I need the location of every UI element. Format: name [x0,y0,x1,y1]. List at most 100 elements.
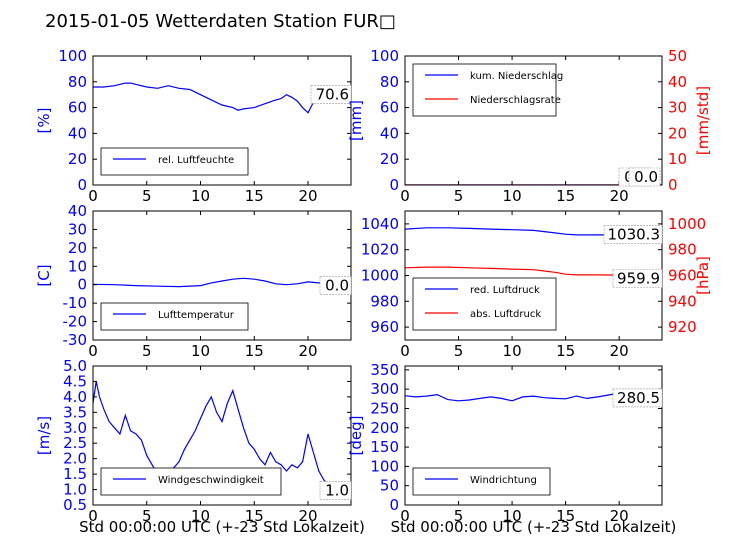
plot-frame [92,365,352,506]
value-readout-secondary: 0.0 [634,168,658,186]
panel-precip: 0 5 10 15 20 0 20 40 60 80 100 0 10 20 30 40 50 [mm] [mm/s… [347,47,712,205]
x-axis-label: Std 00:00:00 UTC (+-23 Std Lokalzeit) [79,518,365,536]
y-tick-label: 200 [370,419,399,437]
y-tick-label: 100 [370,457,399,475]
y-tick-label: 40 [68,124,87,142]
y-tick-label: 100 [58,47,87,65]
legend-box [412,467,551,496]
value-readout-frame [319,276,352,296]
y-tick-label: 4.5 [63,372,87,390]
y-tick-label: 40 [380,124,399,142]
y-right-tick-label: 50 [668,47,687,65]
legend-label: red. Luftdruck [470,285,540,296]
y-tick-label: 50 [380,477,399,495]
y-tick-label: 0 [77,276,87,294]
x-tick-label: 0 [88,187,98,205]
panel-humidity: 0 5 10 15 20 0 20 40 60 80 100 [%] rel. Luftfeuchte 7… [35,47,352,205]
figure-title: 2015-01-05 Wetterdaten Station FUR□ [45,11,396,32]
y-right-tick-label: 40 [668,73,687,91]
x-tick-label: 15 [245,507,264,525]
legend-label: Windgeschwindigkeit [158,475,264,486]
y-tick-label: -30 [63,331,88,349]
y-tick-label: 3.5 [63,403,87,421]
y-tick-label: 0 [77,176,87,194]
value-readout: 280.5 [617,389,660,407]
series-line-temperature-0 [93,277,351,288]
y-tick-label: 0 [389,176,399,194]
y-tick-label: 20 [380,150,399,168]
y-tick-label: 1.5 [63,465,87,483]
plot-frame [92,55,352,186]
x-tick-label: 20 [298,187,317,205]
y-tick-label: 0.5 [63,496,87,514]
y-right-tick-label: 960 [668,267,697,285]
y-tick-label: 60 [68,99,87,117]
plot-frame [92,210,352,341]
y-tick-label: 350 [370,361,399,379]
value-readout-secondary-frame [628,167,661,187]
legend-box [412,63,557,117]
legend-label: rel. Luftfeuchte [158,155,234,166]
x-tick-label: 10 [191,187,210,205]
x-tick-label: 10 [191,342,210,360]
y-right-tick-label: 1000 [668,215,706,233]
y-tick-label: 4.0 [63,388,87,406]
y-tick-label: 30 [68,220,87,238]
y-axis-label: [C] [35,264,53,286]
legend-label: Lufttemperatur [158,310,235,321]
y-tick-label: 80 [380,73,399,91]
y-tick-label: 10 [68,257,87,275]
y-tick-label: 80 [68,73,87,91]
panel-temperature: 0 5 10 15 20-30-20-10010203040[C]Lufttempera… [35,202,352,360]
y-right-axis-label: [hPa] [694,256,712,295]
y-tick-label: 250 [370,399,399,417]
legend-box [100,147,249,176]
x-tick-label: 0 [400,187,410,205]
y-right-tick-label: 920 [668,318,697,336]
y-axis-label: [mm] [347,100,365,141]
x-axis-label: Std 00:00:00 UTC (+-23 Std Lokalzeit) [391,518,677,536]
x-tick-label: 15 [245,342,264,360]
y-right-tick-label: 20 [668,124,687,142]
y-right-tick-label: 0 [668,176,678,194]
y-tick-label: 1000 [361,267,399,285]
value-readout-secondary-frame [612,269,663,288]
y-tick-label: 5.0 [63,357,87,375]
value-readout: 1030.3 [608,225,661,243]
y-right-tick-label: 980 [668,241,697,259]
x-tick-label: 5 [454,342,464,360]
x-tick-label: 5 [142,507,152,525]
x-tick-label: 0 [400,507,410,525]
legend-box [412,277,557,331]
y-right-axis-label: [mm/std] [694,86,712,155]
legend-label: kum. Niederschlag [470,71,563,82]
x-tick-label: 0 [400,342,410,360]
y-right-tick-label: 940 [668,292,697,310]
x-tick-label: 10 [503,342,522,360]
value-readout: 0.0 [325,277,349,295]
y-tick-label: 960 [370,318,399,336]
x-tick-label: 20 [298,342,317,360]
legend-label: abs. Luftdruck [470,309,541,320]
y-tick-label: 40 [68,202,87,220]
legend-box [100,467,282,496]
x-tick-label: 5 [142,342,152,360]
y-tick-label: 1.0 [63,481,87,499]
x-tick-label: 5 [454,507,464,525]
y-right-tick-label: 10 [668,150,687,168]
value-readout-frame [310,85,352,104]
x-tick-label: 5 [142,187,152,205]
y-tick-label: 1040 [361,215,399,233]
x-tick-label: 15 [556,342,575,360]
y-tick-label: -10 [63,294,88,312]
legend-box [100,302,249,331]
panel-windspeed: 0 5 10 15 200.51.01.52.02.53.03.54.04.55.0[m… [35,357,365,536]
value-readout: 1.0 [325,482,349,500]
y-axis-label: [%] [35,108,53,134]
y-tick-label: 150 [370,438,399,456]
value-readout-frame [612,388,663,408]
y-axis-label: [deg] [347,416,365,456]
value-readout-secondary: 959.9 [617,270,660,288]
x-tick-label: 10 [503,187,522,205]
